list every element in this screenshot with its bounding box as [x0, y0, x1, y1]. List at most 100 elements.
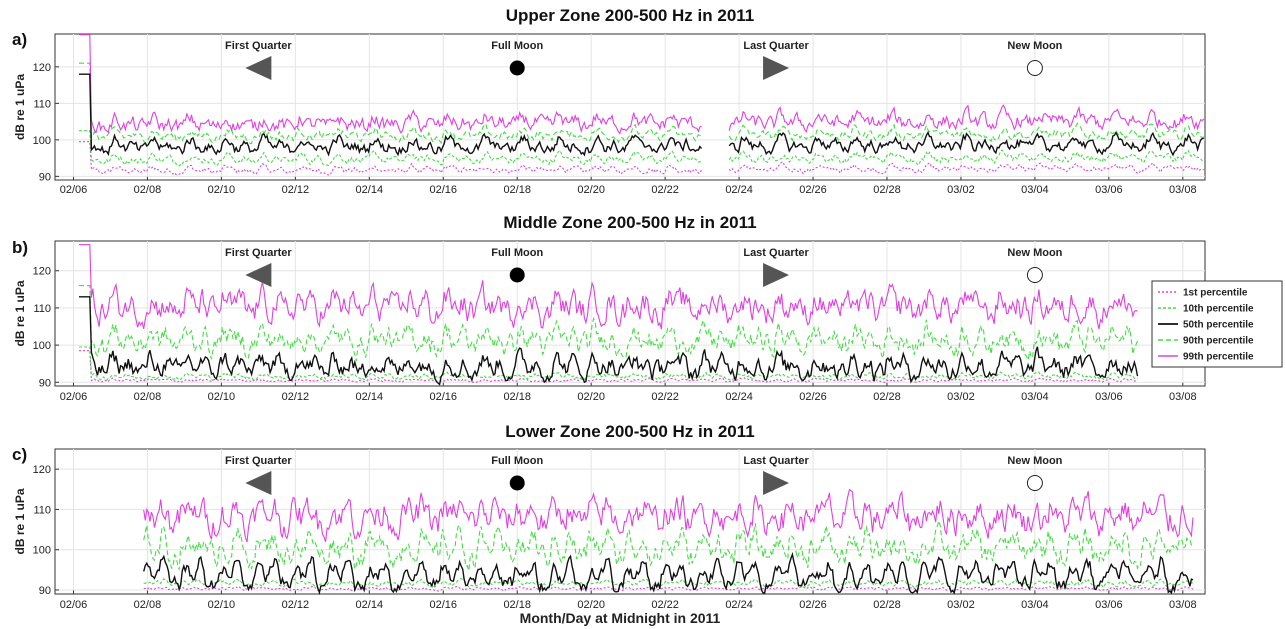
series-line-10th — [143, 578, 1194, 590]
x-tick-label: 02/18 — [503, 184, 531, 196]
x-tick-label: 02/14 — [356, 599, 384, 611]
moon-phase-label: First Quarter — [225, 455, 292, 467]
x-tick-label: 02/24 — [725, 184, 753, 196]
y-tick-label: 120 — [33, 464, 51, 476]
y-tick-label: 100 — [33, 545, 51, 557]
moon-phase-label: First Quarter — [225, 40, 292, 52]
chart-title: Middle Zone 200-500 Hz in 2011 — [503, 213, 756, 232]
series-line-10th — [79, 130, 702, 167]
y-tick-label: 110 — [33, 98, 51, 110]
legend-label: 1st percentile — [1183, 288, 1248, 299]
y-tick-label: 90 — [39, 171, 51, 183]
x-tick-label: 02/12 — [282, 184, 310, 196]
series-line-90th — [728, 122, 1205, 143]
x-tick-label: 02/08 — [134, 391, 162, 403]
series-line-99th — [728, 104, 1205, 133]
x-tick-label: 02/22 — [651, 391, 679, 403]
x-tick-label: 02/06 — [60, 391, 88, 403]
panel-3: Lower Zone 200-500 Hz in 2011 c) 02/06 02/0… — [12, 422, 1206, 626]
y-tick-label: 120 — [33, 62, 51, 74]
panel-label: c) — [12, 445, 27, 464]
legend-label: 90th percentile — [1183, 336, 1254, 347]
x-tick-label: 03/08 — [1169, 391, 1197, 403]
y-tick-label: 110 — [33, 504, 51, 516]
series-line-99th — [143, 488, 1194, 543]
y-tick-label: 90 — [39, 585, 51, 597]
series-line-50th — [728, 130, 1204, 157]
moon-phase-label: New Moon — [1007, 455, 1062, 467]
series-line-1st — [79, 350, 1138, 383]
panel-label: a) — [12, 30, 27, 49]
full-moon-icon — [509, 267, 525, 283]
legend-label: 99th percentile — [1183, 352, 1254, 363]
x-tick-label: 03/02 — [947, 599, 975, 611]
series-line-99th — [79, 244, 1138, 330]
x-tick-label: 02/10 — [208, 599, 236, 611]
series-line-90th — [79, 62, 702, 145]
x-tick-label: 02/08 — [134, 184, 162, 196]
panel-2: Middle Zone 200-500 Hz in 2011 b) 02/06 02/… — [12, 213, 1206, 403]
series-line-1st — [79, 141, 703, 176]
x-tick-label: 02/12 — [282, 391, 310, 403]
y-axis-label: dB re 1 uPa — [13, 488, 27, 554]
x-tick-label: 02/06 — [60, 184, 88, 196]
plot-frame — [54, 33, 1206, 181]
x-tick-label: 02/20 — [577, 599, 605, 611]
series-line-50th — [143, 551, 1194, 596]
x-tick-label: 02/26 — [799, 391, 827, 403]
x-tick-label: 02/26 — [799, 184, 827, 196]
chart-title: Lower Zone 200-500 Hz in 2011 — [505, 422, 754, 441]
first-quarter-icon — [245, 263, 272, 287]
full-moon-icon — [509, 475, 525, 491]
y-tick-label: 120 — [33, 266, 51, 278]
x-tick-label: 02/16 — [429, 391, 457, 403]
x-tick-label: 02/12 — [282, 599, 310, 611]
x-tick-label: 03/08 — [1169, 599, 1197, 611]
x-tick-label: 02/16 — [429, 599, 457, 611]
x-tick-label: 03/08 — [1169, 184, 1197, 196]
x-tick-label: 03/06 — [1095, 391, 1123, 403]
x-tick-label: 02/24 — [725, 391, 753, 403]
x-tick-label: 02/22 — [651, 184, 679, 196]
x-tick-label: 02/06 — [60, 599, 88, 611]
series-line-10th — [79, 346, 1138, 382]
moon-phase-label: Last Quarter — [743, 455, 809, 467]
first-quarter-icon — [245, 56, 272, 80]
x-tick-label: 02/26 — [799, 599, 827, 611]
moon-phase-label: First Quarter — [225, 247, 292, 259]
x-tick-label: 02/20 — [577, 184, 605, 196]
x-tick-label: 02/18 — [503, 599, 531, 611]
y-tick-label: 100 — [33, 340, 51, 352]
series-line-90th — [79, 285, 1139, 363]
moon-phase-label: Full Moon — [491, 455, 543, 467]
last-quarter-icon — [763, 56, 790, 80]
x-tick-label: 02/10 — [208, 184, 236, 196]
x-tick-label: 03/04 — [1021, 391, 1049, 403]
new-moon-icon — [1026, 60, 1043, 76]
legend-label: 10th percentile — [1183, 304, 1254, 315]
new-moon-icon — [1026, 475, 1043, 491]
x-tick-label: 02/28 — [873, 391, 901, 403]
x-tick-label: 02/16 — [429, 184, 457, 196]
x-axis-label: Month/Day at Midnight in 2011 — [520, 610, 721, 626]
x-tick-label: 02/14 — [356, 184, 384, 196]
moon-phase-label: Full Moon — [491, 247, 543, 259]
x-tick-label: 03/06 — [1095, 184, 1123, 196]
moon-phase-label: Full Moon — [491, 40, 543, 52]
last-quarter-icon — [763, 471, 790, 495]
series-line-50th — [79, 296, 1139, 386]
x-tick-label: 02/14 — [356, 391, 384, 403]
full-moon-icon — [509, 60, 525, 76]
legend: 1st percentile 10th percentile 50th percen… — [1151, 280, 1283, 368]
y-tick-label: 100 — [33, 135, 51, 147]
x-tick-label: 02/18 — [503, 391, 531, 403]
x-tick-label: 02/28 — [873, 184, 901, 196]
series-line-50th — [79, 73, 703, 157]
new-moon-icon — [1026, 267, 1043, 283]
x-tick-label: 03/04 — [1021, 599, 1049, 611]
moon-phase-label: Last Quarter — [743, 247, 809, 259]
first-quarter-icon — [245, 471, 272, 495]
x-tick-label: 03/04 — [1021, 184, 1049, 196]
x-tick-label: 03/02 — [947, 391, 975, 403]
